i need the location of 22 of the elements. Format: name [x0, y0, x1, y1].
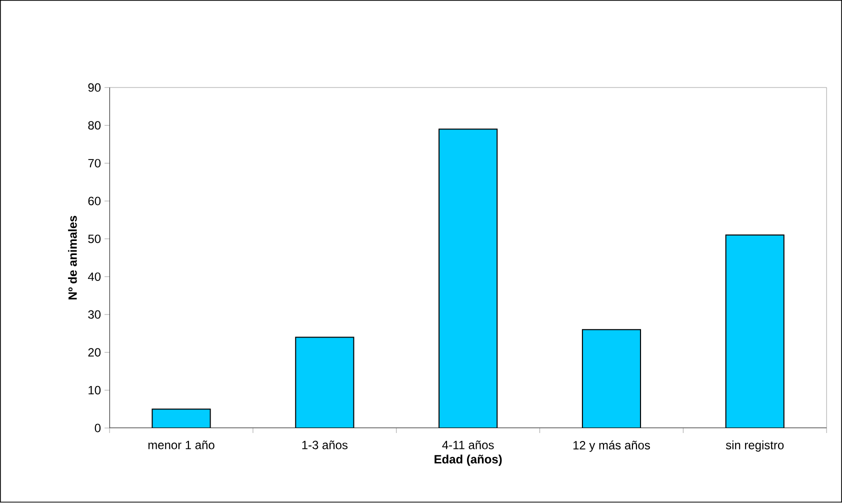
y-axis-title: Nº de animales [68, 216, 77, 300]
x-tick-label: menor 1 año [148, 440, 214, 450]
x-tick-label: 12 y más años [573, 440, 650, 452]
y-tick-label: 80 [88, 121, 101, 130]
y-tick-label: 40 [88, 272, 101, 282]
bar [152, 408, 211, 428]
y-tick-label: 50 [88, 234, 101, 244]
x-tick-label: sin registro [726, 440, 784, 452]
y-tick-label: 20 [88, 348, 101, 357]
bar [438, 128, 498, 428]
bar [295, 336, 354, 428]
x-tick-label: 4-11 años [442, 440, 494, 450]
x-tick-label: 1-3 años [302, 440, 348, 450]
y-tick-label: 70 [88, 159, 101, 168]
bar [582, 329, 642, 428]
y-tick-label: 60 [88, 197, 101, 206]
y-tick-label: 0 [94, 424, 101, 432]
y-tick-label: 30 [88, 310, 101, 319]
x-axis-title: Edad (años) [434, 454, 502, 466]
y-tick-label: 90 [88, 84, 101, 92]
bar [725, 234, 784, 428]
y-tick-label: 10 [88, 386, 101, 395]
